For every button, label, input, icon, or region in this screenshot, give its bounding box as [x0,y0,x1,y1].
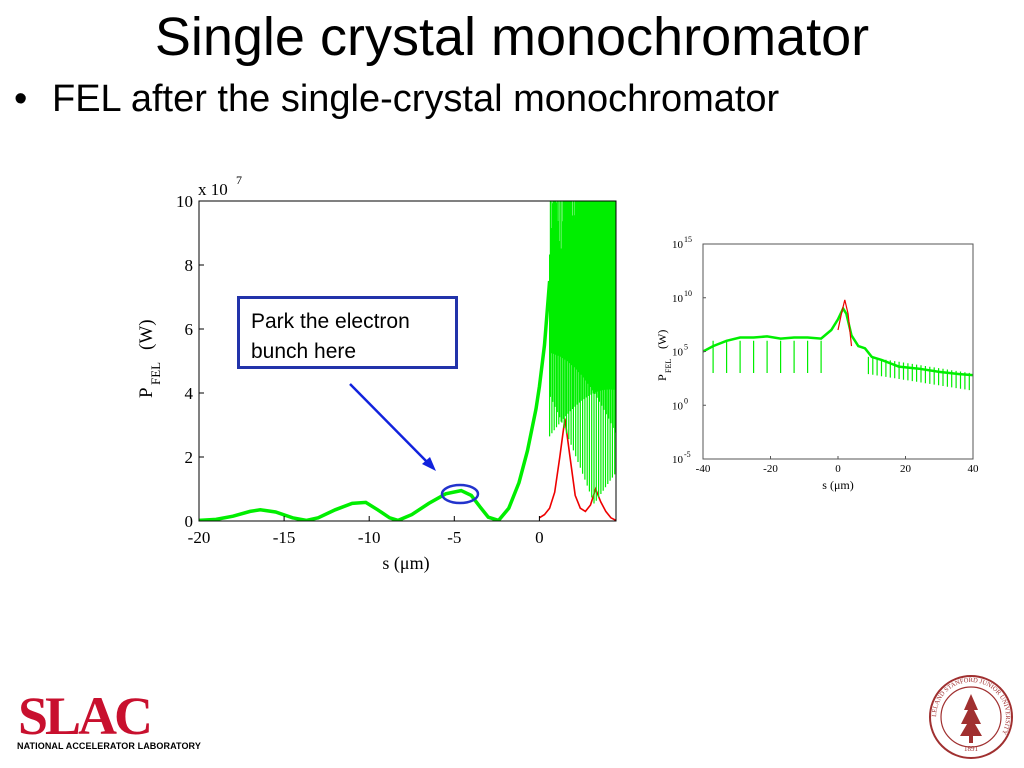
bullet-text: FEL after the single-crystal monochromat… [52,78,780,120]
slide-title: Single crystal monochromator [154,7,870,67]
main-chart-series [199,201,616,521]
main-x-tick-label: -5 [447,528,461,547]
main-y-tick-label: 6 [185,320,194,339]
callout-line-2: bunch here [251,340,357,363]
callout-line-1: Park the electron [251,310,410,333]
main-chart-ylabel-main: P [136,387,157,398]
main-y-tick-label: 2 [185,448,194,467]
main-chart-ticks: -20 -15 -10 -5 0 0 2 4 6 8 10 [176,192,544,547]
main-series-0-line [199,280,552,521]
main-x-tick-label: 0 [535,528,544,547]
slac-logo: SLAC [18,686,153,746]
slac-logo-letters: SLAC [18,686,150,746]
main-series-1-line [538,418,616,521]
bullet-item: • FEL after the single-crystal monochroma… [14,74,779,124]
main-chart-ylabel-sub: FEL [148,362,163,385]
callout-arrow-line [349,383,433,468]
main-chart-exponent-base: x 10 [198,180,228,199]
main-y-tick-label: 0 [185,512,194,531]
main-series-0-oscillation [549,201,616,504]
stanford-seal-icon: LELAND STANFORD JUNIOR UNIVERSITY 1891 [929,675,1013,759]
main-x-tick-label: -15 [273,528,296,547]
main-y-tick-label: 4 [185,384,194,403]
main-x-tick-label: -20 [188,528,211,547]
main-chart-plot-area [198,200,617,522]
callout-arrow-head [422,457,436,471]
main-x-tick-label: -10 [358,528,381,547]
slac-logo-subtitle: NATIONAL ACCELERATOR LABORATORY [17,741,201,751]
bullet-dot-icon: • [14,78,28,120]
main-y-tick-label: 8 [185,256,194,275]
main-chart-exponent-power: 7 [236,173,242,187]
main-chart-ylabel: P FEL (W) [136,319,163,398]
callout-box: Park the electron bunch here [237,296,458,369]
main-y-tick-label: 10 [176,192,193,211]
main-chart-xlabel: s (μm) [382,553,429,574]
seal-year: 1891 [964,745,979,753]
highlight-ellipse [440,483,480,505]
main-chart-ylabel-unit: (W) [136,319,157,350]
